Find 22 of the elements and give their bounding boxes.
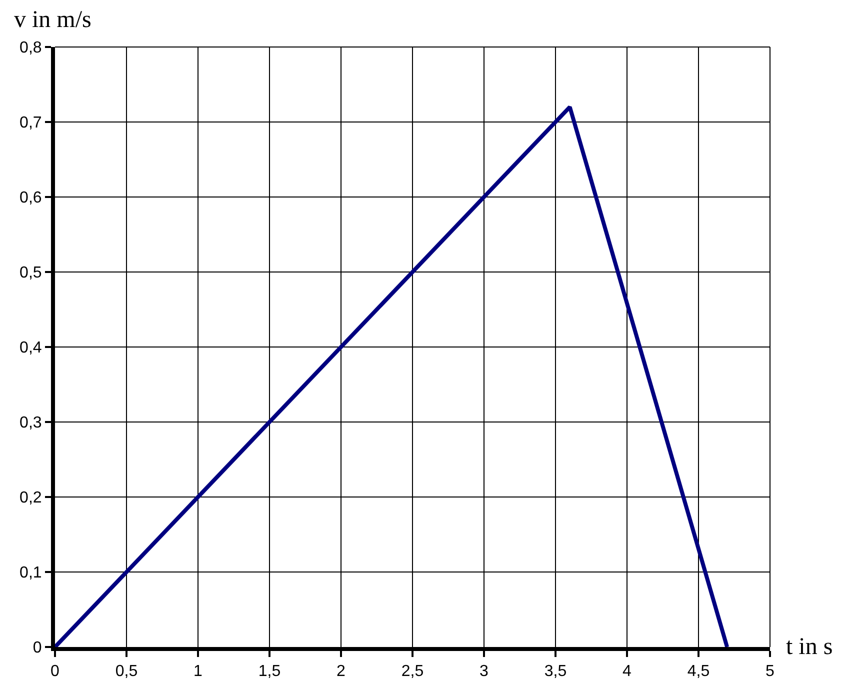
y-tick-label: 0,2 [20, 490, 42, 507]
y-axis-title: v in m/s [14, 7, 92, 33]
x-tick-label: 2,5 [401, 663, 424, 680]
y-tick-label: 0,6 [20, 190, 42, 207]
y-tick-label: 0,1 [20, 564, 42, 582]
y-tick-label: 0,7 [20, 114, 42, 132]
x-tick-label: 4,5 [687, 663, 710, 680]
y-tick-label: 0,8 [20, 40, 42, 57]
x-tick-label: 1,5 [258, 663, 281, 680]
x-tick-label: 3 [480, 663, 489, 680]
x-tick-label: 0 [50, 663, 60, 680]
x-tick-label: 1 [194, 663, 203, 680]
x-tick-label: 2 [336, 663, 346, 680]
x-tick-label: 3,5 [544, 663, 567, 680]
x-axis-title: t in s [786, 634, 833, 660]
x-tick-label: 0,5 [115, 663, 138, 680]
y-tick-label: 0,4 [20, 340, 42, 357]
y-tick-label: 0,5 [20, 264, 42, 282]
y-tick-label: 0 [32, 640, 42, 657]
y-tick-label: 0,3 [20, 414, 42, 432]
x-tick-label: 5 [766, 663, 775, 680]
x-tick-label: 4 [622, 663, 632, 680]
